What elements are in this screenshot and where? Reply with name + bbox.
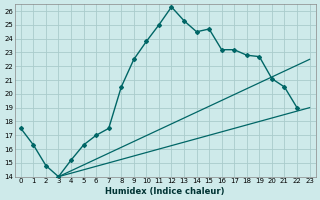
X-axis label: Humidex (Indice chaleur): Humidex (Indice chaleur) [106,187,225,196]
